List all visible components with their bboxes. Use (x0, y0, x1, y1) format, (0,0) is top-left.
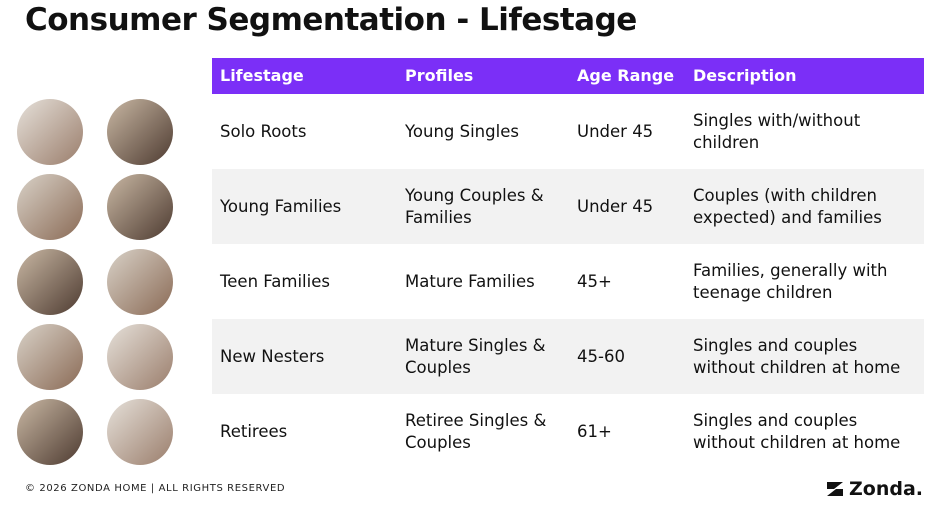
cell-line: without children at home (693, 432, 901, 452)
cell-line: New Nesters (220, 346, 325, 366)
cell-line: teenage children (693, 282, 833, 302)
cell-line: Retirees (220, 421, 288, 441)
cell-line: Families, generally with (693, 260, 888, 280)
table-cell: Retirees (220, 394, 287, 469)
table-cell: 45+ (577, 244, 612, 319)
segment-table: Lifestage Profiles Age Range Description Sol… (212, 58, 924, 469)
cell-line: Singles with/without (693, 110, 861, 130)
cell-line: Young Couples & (405, 185, 544, 205)
table-cell: Solo Roots (220, 94, 306, 169)
table-row: Young Families Young Couples & Families Und… (212, 169, 924, 244)
cell-line: children (693, 132, 760, 152)
copyright: © 2026 ZONDA HOME | ALL RIGHTS RESERVED (25, 483, 286, 494)
cell-line: Young Singles (405, 121, 519, 141)
table-cell: New Nesters (220, 319, 324, 394)
cell-line: expected) and families (693, 207, 882, 227)
cell-line: without children at home (693, 357, 901, 377)
cell-line: Young Families (220, 196, 342, 216)
table-cell: Singles with/without children (693, 94, 860, 169)
cell-line: Singles and couples (693, 410, 858, 430)
table-cell: Young Singles (405, 94, 519, 169)
cell-line: Families (405, 207, 472, 227)
cell-line: Under 45 (577, 121, 654, 141)
table-cell: Mature Families (405, 244, 535, 319)
logo: Zonda. (826, 478, 923, 500)
table-cell: Retiree Singles & Couples (405, 394, 546, 469)
table-row: Retirees Retiree Singles & Couples 61+ Singl… (212, 394, 924, 469)
table-row: Teen Families Mature Families 45+ Families,… (212, 244, 924, 319)
cell-line: Mature Families (405, 271, 535, 291)
table-cell: 61+ (577, 394, 612, 469)
slide-title: Consumer Segmentation - Lifestage (25, 2, 637, 38)
photo-column (17, 99, 173, 465)
cell-line: Couples (with children (693, 185, 878, 205)
column-header: Description (693, 66, 797, 85)
column-header: Profiles (405, 66, 474, 85)
table-row: New Nesters Mature Singles & Couples 45-60 S… (212, 319, 924, 394)
cell-line: Teen Families (220, 271, 330, 291)
cell-line: Singles and couples (693, 335, 858, 355)
cell-line: 45+ (577, 271, 612, 291)
cell-line: 45-60 (577, 346, 625, 366)
cell-line: Mature Singles & (405, 335, 546, 355)
cell-line: Retiree Singles & (405, 410, 547, 430)
photo (17, 99, 173, 465)
table-cell: Under 45 (577, 169, 653, 244)
table-cell: Mature Singles & Couples (405, 319, 546, 394)
table-cell: Families, generally with teenage children (693, 244, 887, 319)
cell-line: 61+ (577, 421, 612, 441)
cell-line: Solo Roots (220, 121, 307, 141)
table-cell: Young Couples & Families (405, 169, 544, 244)
column-header: Age Range (577, 66, 675, 85)
table-cell: Singles and couples without children at h… (693, 394, 900, 469)
header-row: Lifestage Profiles Age Range Description (212, 58, 924, 94)
cell-line: Under 45 (577, 196, 654, 216)
table-row: Solo Roots Young Singles Under 45 Singles w… (212, 94, 924, 169)
table-cell: Teen Families (220, 244, 330, 319)
logo-text: Zonda. (849, 478, 923, 500)
cell-line: Couples (405, 432, 471, 452)
table-cell: Young Families (220, 169, 341, 244)
table-cell: 45-60 (577, 319, 625, 394)
column-header: Lifestage (220, 66, 304, 85)
table-cell: Singles and couples without children at h… (693, 319, 900, 394)
table-cell: Under 45 (577, 94, 653, 169)
table-cell: Couples (with children expected) and fami… (693, 169, 882, 244)
logo-icon (827, 482, 843, 496)
cell-line: Couples (405, 357, 471, 377)
